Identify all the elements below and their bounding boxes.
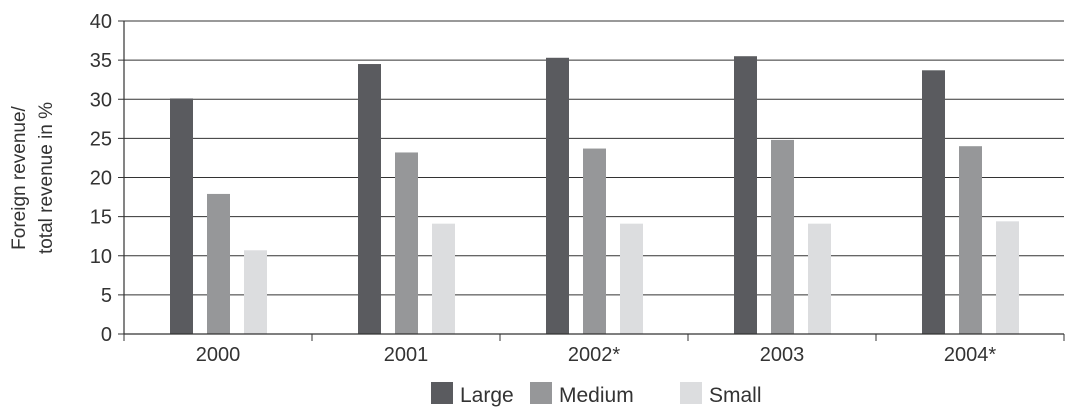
bar-large-2002star	[546, 57, 569, 335]
y-tick-label-10: 10	[90, 246, 112, 268]
y-tick-label-15: 15	[90, 207, 112, 229]
legend-swatch-medium	[530, 382, 552, 404]
x-tick-label-2003: 2003	[760, 344, 805, 366]
bar-large-2000	[170, 98, 193, 334]
y-tick-label-35: 35	[90, 50, 112, 72]
bar-large-2003	[734, 56, 757, 335]
y-tick-labels: 0 5 10 15 20 25 30 35 40	[90, 11, 112, 346]
x-tick-label-2001: 2001	[384, 344, 429, 366]
bar-medium-2003	[771, 139, 794, 334]
bar-small-2000	[244, 250, 267, 334]
legend-label-medium: Medium	[559, 384, 634, 407]
bar-small-2004star	[996, 221, 1019, 334]
bar-small-2002star	[620, 223, 643, 334]
y-axis-label-line-2: total revenue in %	[36, 102, 57, 254]
bar-small-2003	[808, 223, 831, 334]
x-tick-label-2004star: 2004*	[944, 344, 996, 366]
bar-medium-2000	[207, 193, 230, 334]
legend-label-large: Large	[460, 384, 514, 407]
bar-medium-2004star	[959, 146, 982, 334]
y-tick-label-25: 25	[90, 128, 112, 150]
legend-swatch-large	[431, 382, 453, 404]
bar-medium-2001	[395, 152, 418, 334]
y-axis-label-line-1: Foreign revenue/	[9, 105, 30, 249]
axes	[123, 21, 1065, 341]
x-tick-labels: 2000 2001 2002* 2003 2004*	[196, 344, 997, 366]
y-tick-label-30: 30	[90, 89, 112, 111]
x-tick-label-2002star: 2002*	[568, 344, 620, 366]
bar-large-2004star	[922, 70, 945, 335]
y-tick-label-0: 0	[101, 324, 112, 346]
y-tick-label-5: 5	[101, 285, 112, 307]
legend-label-small: Small	[709, 384, 762, 407]
y-tick-label-20: 20	[90, 168, 112, 190]
y-tick-label-40: 40	[90, 11, 112, 33]
legend-swatch-small	[680, 382, 702, 404]
x-tick-label-2000: 2000	[196, 344, 241, 366]
bar-large-2001	[358, 64, 381, 334]
bar-medium-2002star	[583, 148, 606, 334]
bars	[170, 56, 1019, 335]
legend: Large Medium Small	[431, 382, 762, 407]
bar-small-2001	[432, 223, 455, 334]
